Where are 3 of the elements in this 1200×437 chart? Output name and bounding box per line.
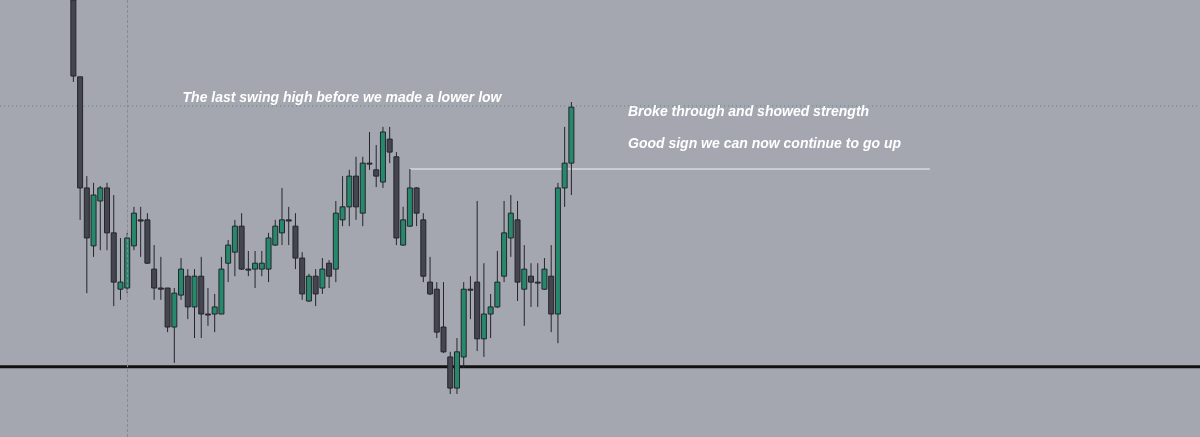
text: Good sign we can now continue to go up — [628, 135, 902, 151]
annotation: The last swing high before we made a lower low — [182, 89, 503, 105]
text: Broke through and showed strength — [628, 103, 870, 119]
